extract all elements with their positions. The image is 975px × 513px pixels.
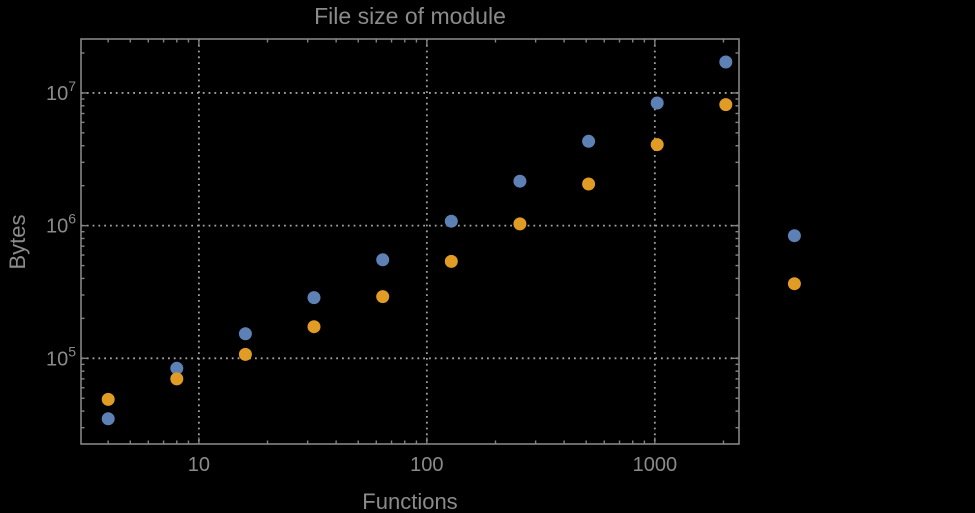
data-point-blue-series <box>444 214 458 228</box>
x-tick-label: 1000 <box>633 454 678 476</box>
data-point-orange-series <box>376 290 390 304</box>
data-point-orange-series <box>719 98 733 112</box>
data-point-orange-series <box>307 320 321 334</box>
plot-frame <box>80 38 740 445</box>
data-point-blue-series <box>513 174 527 188</box>
x-tick-label: 100 <box>410 454 443 476</box>
data-point-blue-series <box>650 96 664 110</box>
data-point-orange-series <box>787 277 801 291</box>
data-point-orange-series <box>170 372 184 386</box>
x-axis-label: Functions <box>362 489 458 513</box>
data-point-blue-series <box>582 134 596 148</box>
data-point-blue-series <box>719 55 733 69</box>
data-point-blue-series <box>787 229 801 243</box>
data-point-orange-series <box>238 347 252 361</box>
chart-title: File size of module <box>314 3 506 29</box>
data-point-orange-series <box>513 217 527 231</box>
y-tick-label: 105 <box>46 343 76 370</box>
data-point-blue-series <box>376 253 390 267</box>
data-point-orange-series <box>101 392 115 406</box>
data-point-blue-series <box>170 361 184 375</box>
data-point-orange-series <box>444 254 458 268</box>
data-point-blue-series <box>307 291 321 305</box>
data-point-orange-series <box>650 138 664 152</box>
x-tick-label: 10 <box>188 454 210 476</box>
y-tick-label: 107 <box>46 78 76 105</box>
y-tick-label: 106 <box>46 211 76 238</box>
data-point-blue-series <box>238 327 252 341</box>
data-point-blue-series <box>101 412 115 426</box>
data-point-orange-series <box>582 177 596 191</box>
